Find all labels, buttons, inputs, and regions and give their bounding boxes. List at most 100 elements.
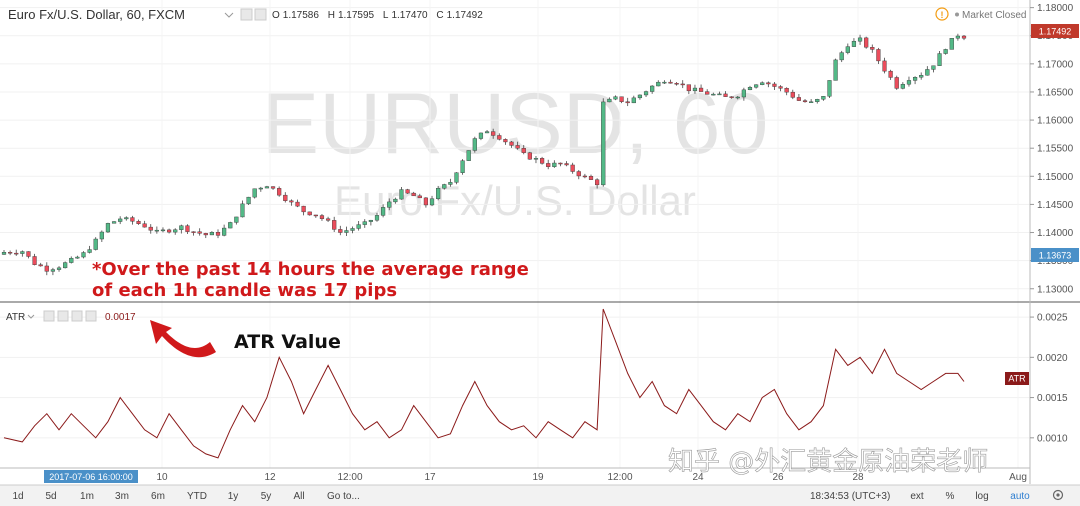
- candle-body[interactable]: [870, 47, 875, 50]
- candle-body[interactable]: [717, 93, 722, 96]
- candle-body[interactable]: [148, 226, 153, 231]
- candle-body[interactable]: [350, 228, 355, 231]
- candle-body[interactable]: [631, 97, 636, 104]
- candle-body[interactable]: [625, 101, 630, 104]
- source-icon[interactable]: [254, 8, 267, 21]
- candle-body[interactable]: [423, 197, 429, 206]
- candle-body[interactable]: [344, 230, 349, 233]
- candle-body[interactable]: [240, 203, 245, 218]
- alert-icon[interactable]: [935, 7, 949, 21]
- candle-body[interactable]: [515, 145, 520, 149]
- candle-body[interactable]: [14, 252, 19, 255]
- candle-body[interactable]: [491, 131, 496, 136]
- candle-body[interactable]: [81, 252, 86, 258]
- candle-body[interactable]: [50, 269, 56, 272]
- candle-body[interactable]: [747, 87, 753, 91]
- candle-body[interactable]: [460, 160, 465, 173]
- candle-body[interactable]: [845, 46, 850, 53]
- toolbar-toggle-3[interactable]: auto: [1010, 491, 1030, 502]
- candle-body[interactable]: [442, 184, 447, 189]
- candle-body[interactable]: [368, 219, 373, 222]
- candle-body[interactable]: [595, 179, 600, 186]
- candle-body[interactable]: [582, 175, 587, 178]
- candle-body[interactable]: [607, 98, 612, 103]
- range-button[interactable]: 1y: [228, 491, 239, 502]
- candle-body[interactable]: [173, 229, 178, 233]
- candle-body[interactable]: [111, 221, 117, 224]
- candle-body[interactable]: [118, 218, 123, 222]
- candle-body[interactable]: [772, 83, 777, 87]
- candle-body[interactable]: [876, 49, 881, 62]
- candle-body[interactable]: [668, 81, 673, 84]
- candle-body[interactable]: [234, 216, 239, 223]
- candle-body[interactable]: [778, 86, 783, 89]
- candle-body[interactable]: [454, 172, 459, 183]
- candle-body[interactable]: [160, 229, 166, 232]
- candle-body[interactable]: [601, 101, 606, 186]
- settings-icon[interactable]: [240, 8, 253, 21]
- indicator-visibility-icon[interactable]: [43, 310, 55, 322]
- candle-body[interactable]: [393, 198, 398, 203]
- candle-body[interactable]: [252, 188, 257, 198]
- candle-body[interactable]: [209, 232, 214, 236]
- candle-body[interactable]: [466, 150, 471, 161]
- range-button[interactable]: 1d: [12, 491, 23, 502]
- candle-body[interactable]: [319, 215, 325, 219]
- symbol-title[interactable]: Euro Fx/U.S. Dollar, 60, FXCM: [8, 7, 185, 22]
- candle-body[interactable]: [949, 38, 954, 50]
- candle-body[interactable]: [839, 52, 844, 61]
- candle-body[interactable]: [191, 231, 196, 233]
- candle-body[interactable]: [686, 84, 691, 92]
- candle-body[interactable]: [943, 49, 948, 54]
- candle-body[interactable]: [857, 37, 863, 42]
- candle-body[interactable]: [32, 256, 37, 265]
- candle-body[interactable]: [75, 256, 80, 259]
- candle-body[interactable]: [546, 163, 551, 167]
- candle-body[interactable]: [497, 135, 502, 140]
- candle-body[interactable]: [527, 152, 532, 160]
- candle-body[interactable]: [613, 96, 618, 100]
- candle-body[interactable]: [215, 232, 221, 236]
- candle-body[interactable]: [270, 186, 276, 189]
- candle-body[interactable]: [729, 96, 734, 98]
- candle-body[interactable]: [478, 132, 484, 139]
- candle-body[interactable]: [105, 223, 111, 233]
- candle-body[interactable]: [588, 175, 594, 180]
- candle-body[interactable]: [405, 189, 410, 194]
- candle-body[interactable]: [900, 83, 905, 89]
- candle-body[interactable]: [533, 158, 539, 160]
- atr-line[interactable]: [3, 308, 965, 459]
- candle-body[interactable]: [637, 94, 643, 99]
- candle-body[interactable]: [888, 70, 893, 78]
- candlestick-series[interactable]: [1, 33, 967, 276]
- range-button[interactable]: 6m: [151, 491, 165, 502]
- candle-body[interactable]: [185, 225, 190, 232]
- candle-body[interactable]: [381, 207, 386, 216]
- candle-body[interactable]: [643, 91, 649, 96]
- candle-body[interactable]: [833, 59, 838, 81]
- candle-body[interactable]: [539, 158, 545, 164]
- candle-body[interactable]: [295, 201, 300, 207]
- candle-body[interactable]: [56, 267, 62, 270]
- candle-body[interactable]: [674, 83, 679, 85]
- candle-body[interactable]: [784, 88, 789, 93]
- candle-body[interactable]: [955, 35, 960, 39]
- candle-body[interactable]: [356, 224, 361, 229]
- candle-body[interactable]: [576, 171, 581, 177]
- range-button[interactable]: 1m: [80, 491, 94, 502]
- candle-body[interactable]: [258, 187, 263, 190]
- candle-body[interactable]: [760, 82, 765, 85]
- candle-body[interactable]: [179, 225, 184, 230]
- indicator-add-icon[interactable]: [71, 310, 83, 322]
- candle-body[interactable]: [362, 221, 367, 225]
- candle-body[interactable]: [93, 238, 98, 250]
- candle-body[interactable]: [827, 80, 832, 97]
- gear-icon[interactable]: [1052, 489, 1064, 501]
- candle-body[interactable]: [851, 40, 857, 47]
- candle-body[interactable]: [411, 192, 416, 197]
- candle-body[interactable]: [619, 96, 624, 102]
- candle-body[interactable]: [1, 252, 7, 255]
- candle-body[interactable]: [44, 265, 49, 272]
- candle-body[interactable]: [20, 251, 25, 254]
